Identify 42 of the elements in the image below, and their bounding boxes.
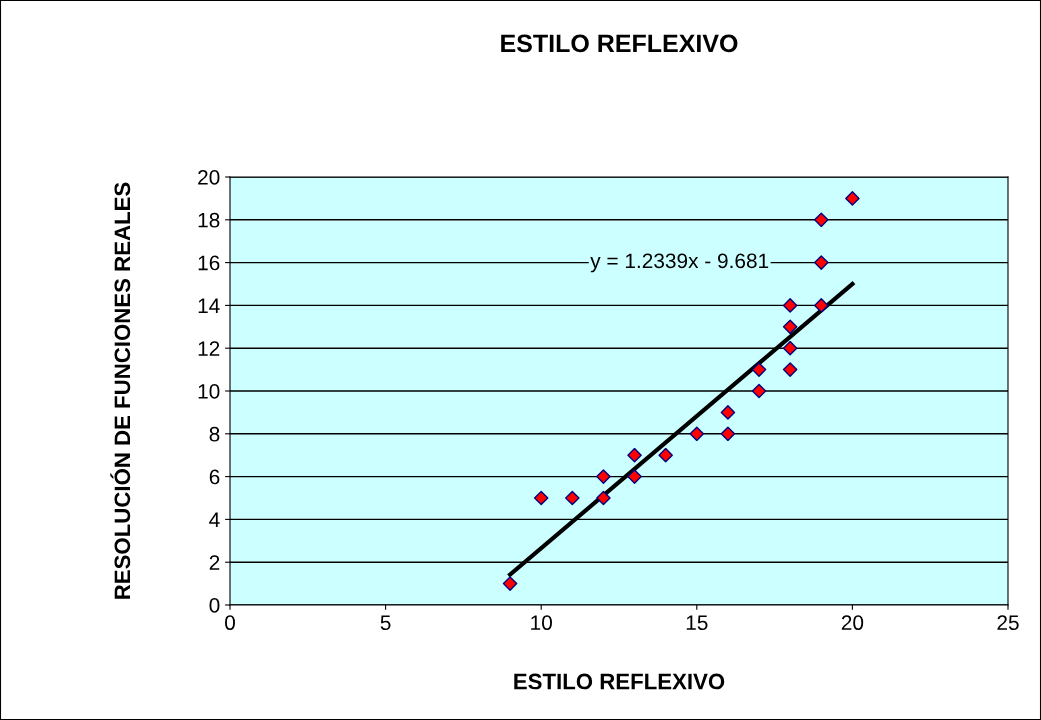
point (782, 340, 798, 356)
y-tick-label: 12 (198, 341, 220, 356)
point (502, 576, 518, 591)
y-tick-label: 10 (198, 384, 220, 399)
point (596, 490, 611, 506)
point (782, 362, 798, 377)
point (627, 447, 642, 463)
point (751, 362, 767, 377)
x-tick-label: 25 (997, 615, 1019, 631)
y-tick-label: 4 (209, 512, 220, 527)
x-tick-label: 20 (841, 615, 864, 631)
point (813, 212, 829, 228)
point (658, 447, 673, 463)
y-tick-label: 18 (198, 212, 220, 228)
y-tick-label: 8 (209, 426, 220, 442)
y-tick-label: 16 (198, 255, 220, 271)
chart-title: ESTILO REFLEXIVO (501, 34, 738, 53)
point (720, 405, 736, 420)
point (782, 319, 798, 335)
point (720, 426, 736, 442)
x-tick-label: 15 (686, 615, 708, 631)
y-tick-label: 0 (209, 598, 220, 613)
y-axis-title: RESOLUCIÓN DE FUNCIONES REALES (110, 182, 131, 599)
point (565, 490, 580, 506)
point (751, 383, 767, 399)
point (813, 255, 829, 270)
annotation: y = 1.2339x - 9.681 (590, 253, 769, 273)
y-tick-label: 14 (198, 298, 220, 313)
point (845, 191, 860, 206)
x-tick-label: 5 (380, 615, 391, 631)
point (533, 490, 549, 506)
point (813, 298, 829, 313)
point (782, 298, 798, 313)
point (627, 469, 642, 484)
point (689, 426, 705, 442)
y-tick-label: 20 (198, 170, 220, 185)
x-tick-label: 10 (531, 615, 552, 631)
y-tick-label: 2 (209, 555, 220, 570)
x-axis-title: ESTILO REFLEXIVO (514, 673, 725, 690)
x-tick-label: 0 (225, 615, 235, 631)
y-tick-label: 6 (209, 469, 220, 485)
point (596, 469, 611, 484)
